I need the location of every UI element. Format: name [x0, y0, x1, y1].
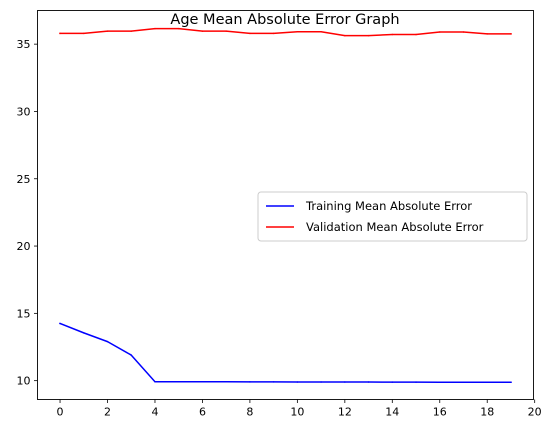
data-point — [154, 380, 156, 383]
legend-box — [257, 191, 528, 242]
y-tick-label: 10 — [17, 375, 31, 388]
data-point — [510, 381, 512, 384]
chart-title: Age Mean Absolute Error Graph — [170, 12, 399, 28]
data-point — [486, 33, 488, 35]
data-point — [391, 381, 394, 383]
legend: Training Mean Absolute Error Validation M… — [257, 191, 528, 242]
x-tick-label: 12 — [338, 406, 352, 419]
data-point — [106, 30, 109, 32]
series-line-0 — [59, 322, 512, 384]
data-point — [367, 381, 370, 383]
data-point — [106, 340, 109, 343]
data-point — [462, 31, 465, 33]
data-point — [296, 381, 299, 383]
y-tick-label: 35 — [17, 38, 31, 51]
data-point — [462, 381, 465, 384]
x-tick-label: 0 — [57, 406, 64, 419]
data-point — [415, 381, 417, 383]
data-point — [177, 380, 180, 383]
x-tick-label: 10 — [290, 406, 304, 419]
data-point — [249, 32, 251, 35]
data-point — [201, 30, 204, 32]
data-point — [439, 31, 441, 33]
data-point — [296, 31, 299, 33]
data-point — [415, 33, 417, 36]
x-tick-label: 20 — [528, 406, 542, 419]
data-point — [439, 381, 441, 384]
legend-label: Validation Mean Absolute Error — [306, 220, 484, 234]
data-point — [201, 380, 204, 383]
data-point — [59, 32, 61, 35]
x-tick-label: 18 — [480, 406, 494, 419]
data-point — [130, 354, 132, 356]
data-point — [367, 34, 370, 37]
y-tick-label: 25 — [17, 173, 31, 186]
data-point — [272, 32, 275, 35]
data-point — [510, 33, 512, 35]
x-tick-label: 2 — [104, 406, 111, 419]
axis-layer: 0 2 4 6 8 10 12 14 16 18 20 10 15 20 25 30 35 — [17, 38, 542, 418]
x-tick-label: 4 — [151, 406, 158, 419]
data-point — [344, 381, 346, 383]
data-point — [130, 30, 132, 32]
x-tick-label: 16 — [433, 406, 447, 419]
data-point — [272, 381, 275, 383]
series-layer — [59, 27, 512, 384]
data-point — [225, 380, 227, 383]
x-tick-label: 8 — [246, 406, 253, 419]
data-point — [320, 381, 322, 383]
data-point — [486, 381, 488, 384]
data-point — [83, 332, 85, 334]
plot-frame — [37, 10, 534, 400]
x-tick-label: 6 — [199, 406, 206, 419]
data-point — [344, 34, 346, 37]
x-tick-label: 14 — [385, 406, 399, 419]
y-tick-label: 30 — [17, 105, 31, 118]
data-point — [225, 30, 227, 32]
data-point — [177, 27, 180, 30]
y-tick-label: 20 — [17, 240, 31, 253]
legend-label: Training Mean Absolute Error — [305, 199, 472, 213]
data-point — [391, 33, 394, 36]
data-point — [83, 32, 85, 35]
y-tick-label: 15 — [17, 307, 31, 320]
series-line-1 — [59, 27, 512, 37]
data-point — [249, 381, 251, 383]
data-point — [59, 322, 61, 325]
data-point — [154, 27, 156, 30]
data-point — [320, 31, 322, 33]
